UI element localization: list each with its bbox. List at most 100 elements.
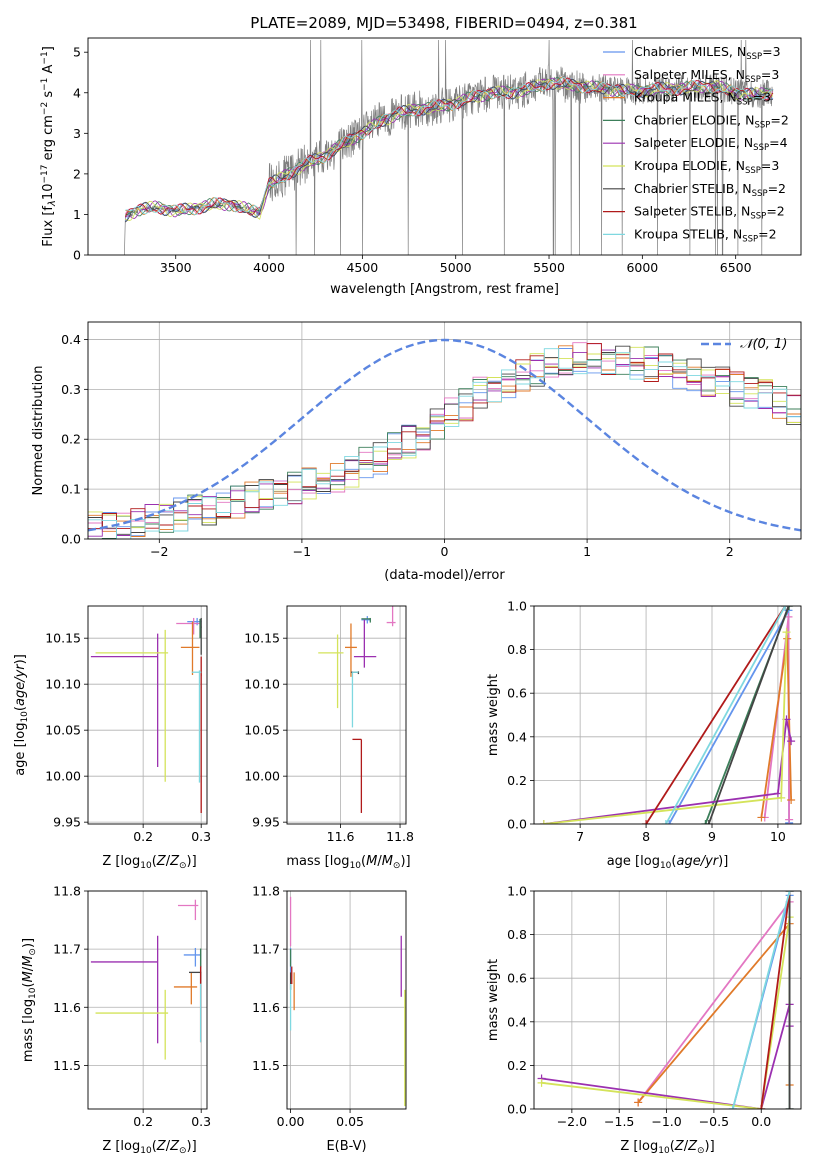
model-fit-line — [124, 77, 774, 217]
legend-entry: 𝒩(0, 1) — [740, 337, 787, 352]
mass-weight-marker — [785, 891, 794, 895]
age_vs_mass-panel: 11.6 11.8 9.95 10.00 10.05 10.10 10.15 mass [lo… — [244, 605, 414, 871]
y-tick-label: 3 — [73, 126, 81, 141]
mass-weight-marker — [787, 737, 796, 746]
error-bar-point — [200, 656, 202, 813]
x-tick-label: 0 — [441, 544, 449, 559]
spectrum-panel: 3500 4000 4500 5000 5500 6000 6500 0 1 2 3 4 5 wavele… — [40, 37, 802, 297]
y-tick-label: 0.4 — [507, 1014, 527, 1029]
mass-weight-series — [537, 1000, 794, 1109]
error-bar-point — [386, 606, 396, 627]
y-tick-label: 10.05 — [45, 723, 81, 738]
error-bar-point — [176, 617, 201, 635]
mass-weight-marker — [634, 1098, 643, 1107]
x-tick-label: −1 — [293, 544, 311, 559]
mass-weight-series — [757, 634, 796, 822]
mass-weight-marker — [784, 606, 793, 610]
axes-frame — [87, 605, 208, 825]
mass-weight-marker — [665, 820, 674, 824]
error-bar-point — [352, 738, 363, 813]
x-tick-label: 6000 — [626, 260, 658, 275]
mass-weight-marker — [642, 820, 651, 824]
axes-frame — [87, 890, 208, 1110]
axes-frame — [87, 37, 802, 256]
error-bar-point — [173, 972, 198, 1005]
y-tick-label: 0.4 — [61, 332, 81, 347]
x-tick-label: 3500 — [160, 260, 192, 275]
y-tick-label: 11.6 — [252, 1000, 280, 1015]
axes-frame — [286, 890, 407, 1110]
error-bar-point — [200, 617, 202, 655]
y-tick-label: 11.5 — [53, 1058, 81, 1073]
error-bar-point — [90, 633, 159, 767]
y-tick-label: 4 — [73, 85, 81, 100]
error-bar-point — [177, 899, 199, 921]
y-tick-label: 5 — [73, 45, 81, 60]
y-tick-label: 10.10 — [45, 677, 81, 692]
error-bar-point — [191, 670, 202, 783]
legend-entry: Salpeter STELIB, NSSP=2 — [634, 204, 785, 222]
mass-weight-line — [541, 917, 791, 1109]
error-bar-point — [90, 935, 159, 1044]
legend-entry: Kroupa MILES, NSSP=3 — [634, 90, 771, 108]
x-axis-label: wavelength [Angstrom, rest frame] — [330, 282, 559, 297]
mass-weight-marker — [785, 606, 794, 610]
y-tick-label: 0 — [73, 248, 81, 263]
mass-weight-marker — [782, 628, 791, 637]
y-tick-label: 9.95 — [252, 815, 280, 830]
x-tick-label: 0.00 — [277, 1114, 305, 1129]
axes-frame — [87, 321, 802, 540]
x-tick-label: 4500 — [346, 260, 378, 275]
y-tick-label: 11.7 — [252, 942, 280, 957]
mass-weight-marker — [777, 793, 786, 802]
y-tick-label: 9.95 — [53, 815, 81, 830]
x-axis-label: E(B-V) — [326, 1139, 366, 1154]
x-tick-label: 0.05 — [336, 1114, 364, 1129]
y-tick-label: 10.00 — [45, 769, 81, 784]
mass-weight-marker — [785, 1105, 794, 1109]
y-tick-label: 0.8 — [507, 927, 527, 942]
y-axis-label: mass weight — [486, 674, 501, 756]
mass-weight-marker — [781, 606, 790, 610]
mass-weight-series — [785, 891, 794, 1109]
mass-weight-line — [541, 1004, 791, 1109]
x-tick-label: 0.3 — [191, 829, 211, 844]
legend-entry: Salpeter MILES, NSSP=3 — [634, 67, 779, 85]
x-axis-label: age [log10(age/yr)] — [607, 854, 729, 871]
error-bar-point — [95, 989, 169, 1060]
x-tick-label: 0.0 — [751, 1114, 771, 1129]
y-tick-label: 11.5 — [252, 1058, 280, 1073]
mass-weight-line — [731, 891, 791, 1109]
error-bar-point — [183, 947, 202, 967]
residuals-panel: −2 −1 0 1 2 0.0 0.1 0.2 0.3 0.4 (data-model)/error… — [31, 321, 802, 583]
mass-weight-marker — [728, 1105, 737, 1109]
x-tick-label: 6500 — [720, 260, 752, 275]
y-axis-label: Flux [fλ10−17 erg cm−2 s−1 A−1] — [40, 46, 58, 247]
y-tick-label: 0.0 — [507, 817, 527, 832]
error-bar-point — [199, 948, 202, 967]
mass-weight-marker — [757, 1105, 766, 1109]
error-bar-point — [199, 618, 201, 639]
mass-weight-marker — [787, 796, 796, 805]
y-tick-label: 1.0 — [507, 884, 527, 899]
x-tick-label: −2 — [150, 544, 168, 559]
y-tick-label: 10.05 — [244, 723, 280, 738]
mass-weight-line — [645, 606, 786, 824]
x-tick-label: 5000 — [440, 260, 472, 275]
y-axis-label: mass weight — [486, 959, 501, 1041]
axes-frame — [533, 605, 802, 825]
residual-histogram — [88, 348, 801, 539]
x-tick-label: 9 — [708, 829, 716, 844]
x-tick-label: −2.0 — [557, 1114, 587, 1129]
error-bar-point — [199, 983, 202, 1043]
mass-weight-marker — [661, 820, 670, 824]
y-tick-label: 0.6 — [507, 686, 527, 701]
y-tick-label: 1.0 — [507, 599, 527, 614]
error-bar-point — [353, 619, 377, 668]
y-tick-label: 11.8 — [53, 884, 81, 899]
x-tick-label: 4000 — [253, 260, 285, 275]
y-tick-label: 0.8 — [507, 642, 527, 657]
y-axis-label: age [log10(age/yr)] — [13, 654, 30, 776]
x-tick-label: 11.6 — [327, 829, 355, 844]
